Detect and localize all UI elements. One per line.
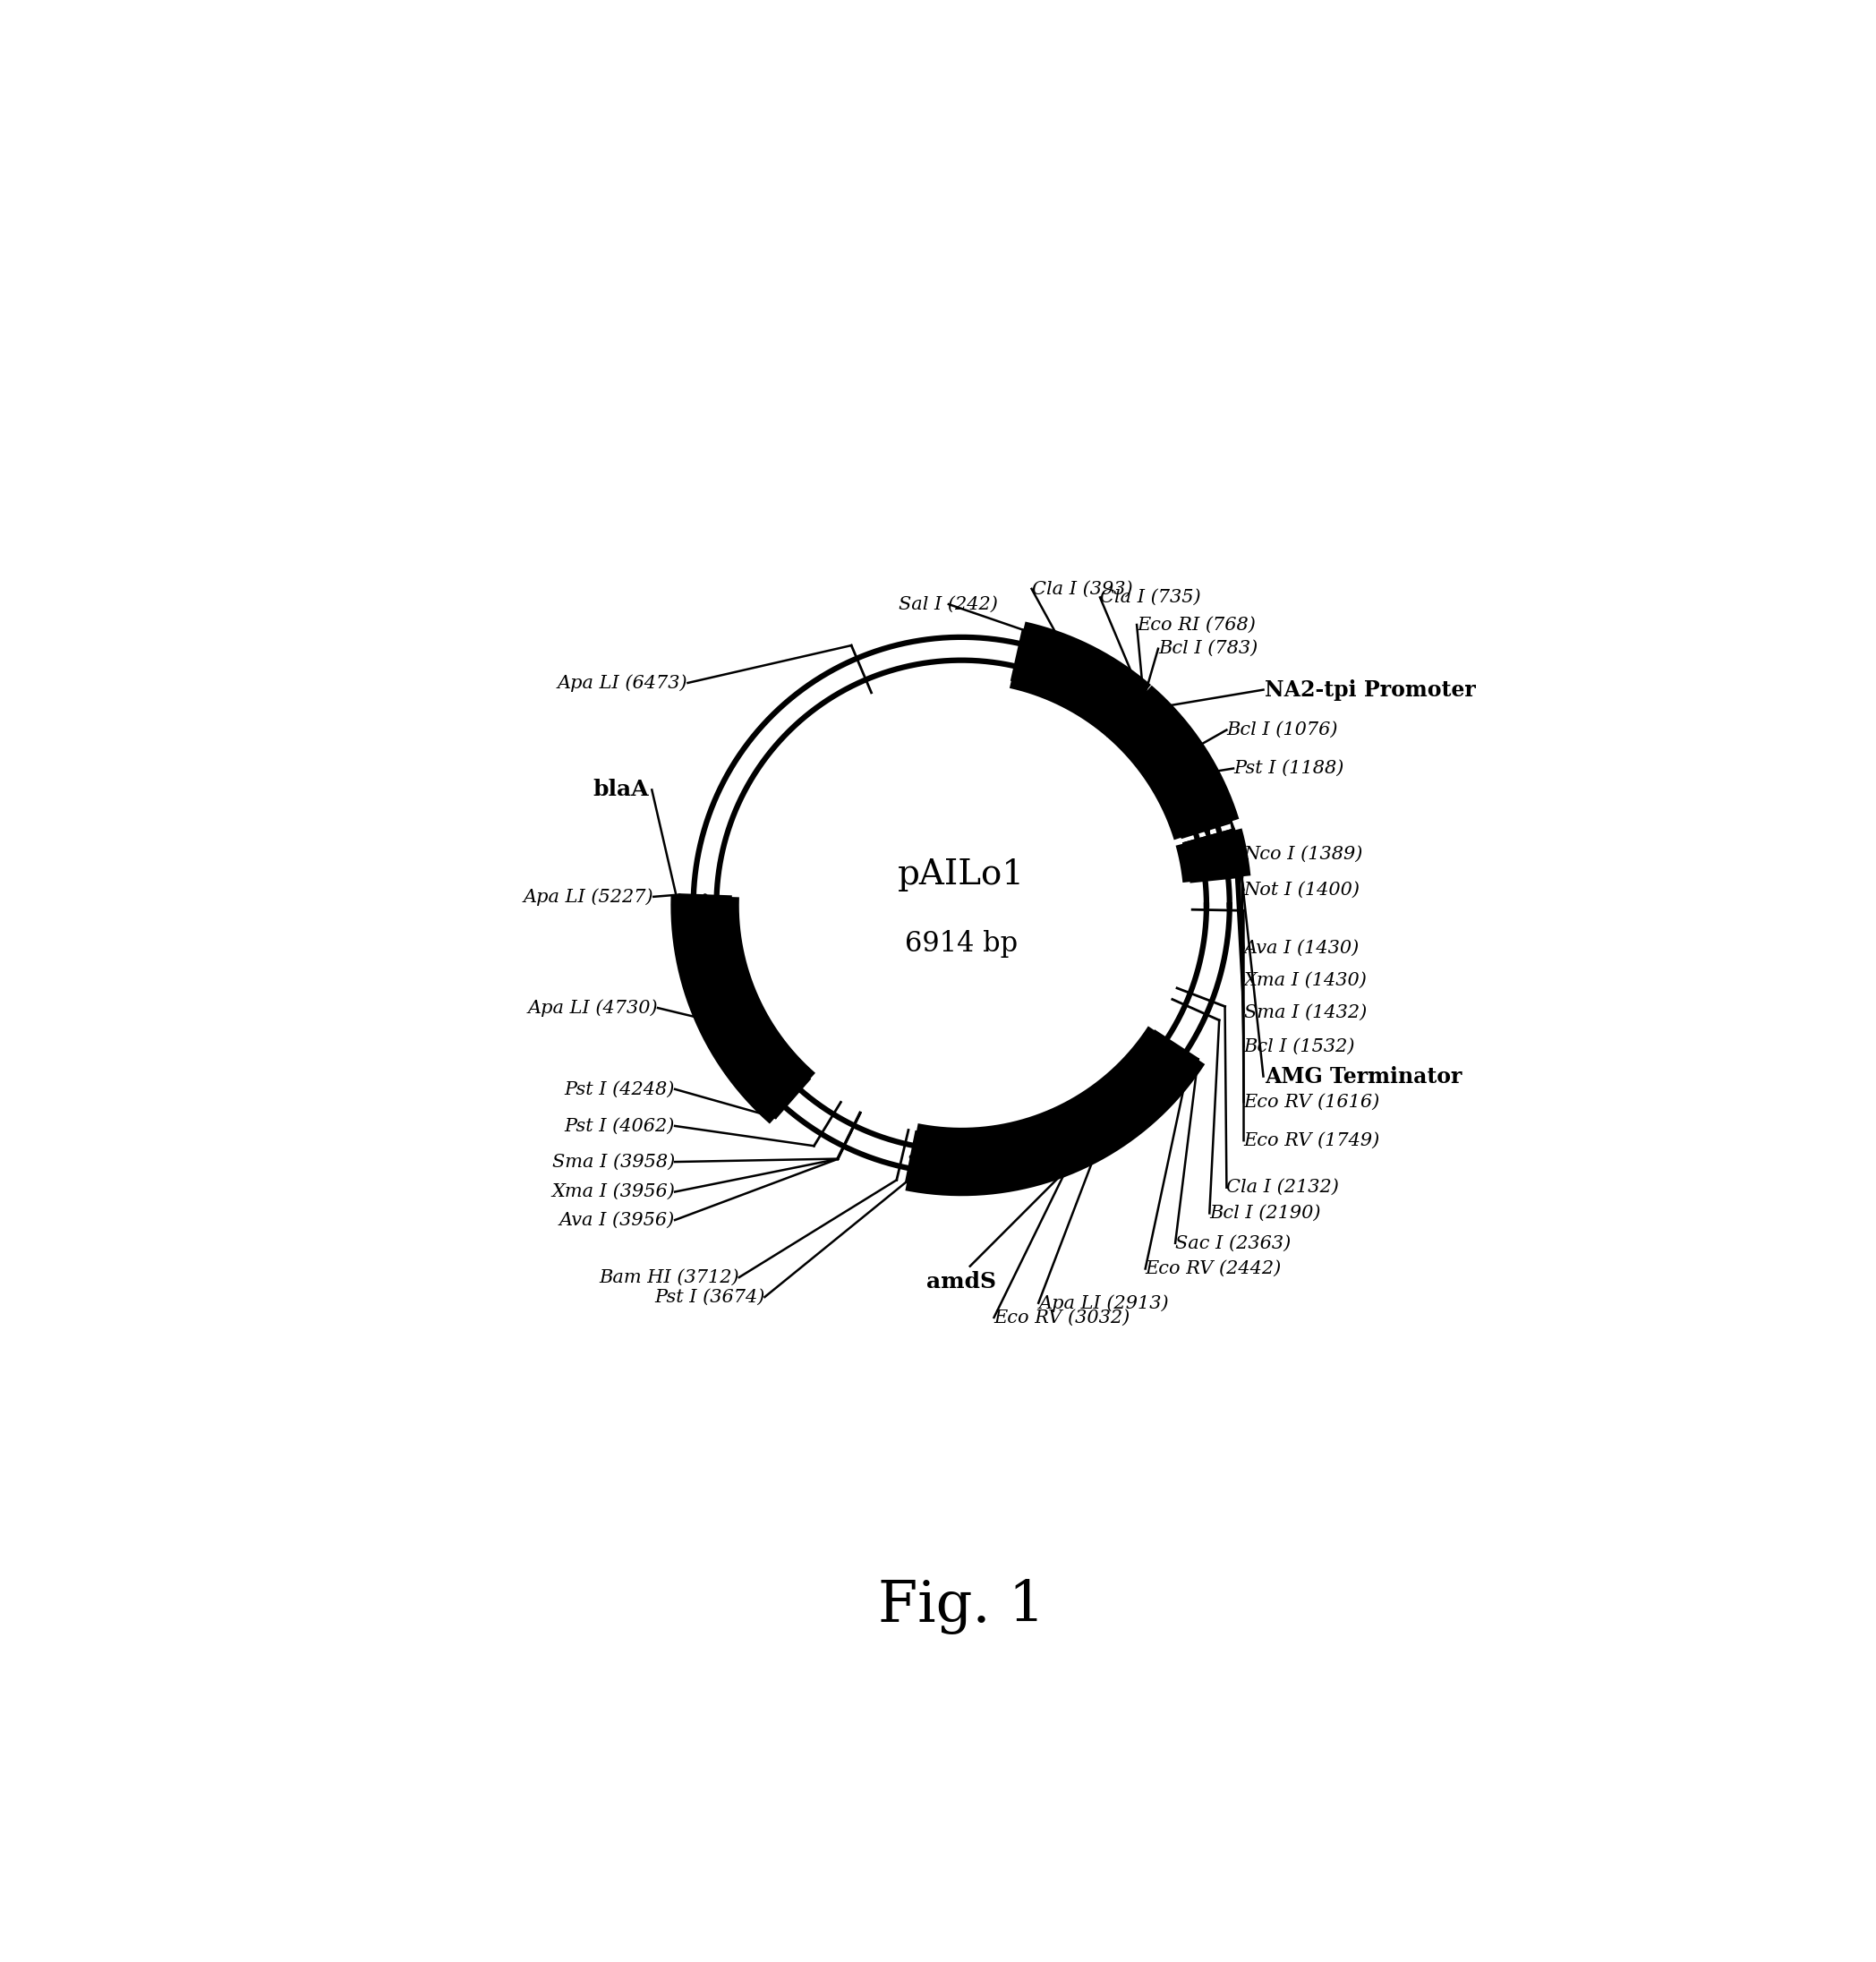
Text: Apa LI (4730): Apa LI (4730)	[527, 999, 658, 1016]
Text: blaA: blaA	[593, 779, 649, 800]
Text: Nco I (1389): Nco I (1389)	[1244, 846, 1364, 863]
Text: Cla I (2132): Cla I (2132)	[1227, 1179, 1339, 1197]
Text: AMG Terminator: AMG Terminator	[1264, 1065, 1461, 1087]
Text: Sma I (1432): Sma I (1432)	[1244, 1005, 1366, 1020]
Text: Bcl I (783): Bcl I (783)	[1157, 640, 1257, 657]
Text: Bam HI (3712): Bam HI (3712)	[598, 1269, 739, 1285]
Text: amdS: amdS	[927, 1271, 996, 1293]
Text: pAILo1: pAILo1	[899, 859, 1024, 893]
Text: Ava I (1430): Ava I (1430)	[1244, 940, 1360, 957]
Text: Eco RV (2442): Eco RV (2442)	[1146, 1260, 1281, 1277]
Text: Not I (1400): Not I (1400)	[1244, 881, 1360, 899]
Text: NA2-tpi Promoter: NA2-tpi Promoter	[1264, 679, 1476, 700]
Text: Xma I (1430): Xma I (1430)	[1244, 971, 1368, 989]
Text: Fig. 1: Fig. 1	[878, 1579, 1045, 1634]
Text: Sma I (3958): Sma I (3958)	[552, 1154, 675, 1171]
Text: Eco RV (1616): Eco RV (1616)	[1244, 1093, 1381, 1110]
Text: Ava I (3956): Ava I (3956)	[559, 1211, 675, 1228]
Text: Pst I (3674): Pst I (3674)	[655, 1289, 765, 1305]
Text: Cla I (735): Cla I (735)	[1099, 589, 1201, 606]
Text: Pst I (1188): Pst I (1188)	[1233, 759, 1343, 777]
Text: Apa LI (2913): Apa LI (2913)	[1039, 1295, 1169, 1313]
Text: Bcl I (2190): Bcl I (2190)	[1210, 1205, 1321, 1222]
Text: Bcl I (1532): Bcl I (1532)	[1244, 1038, 1354, 1056]
Text: Apa LI (6473): Apa LI (6473)	[557, 675, 688, 693]
Text: Eco RV (1749): Eco RV (1749)	[1244, 1132, 1381, 1150]
Text: Xma I (3956): Xma I (3956)	[552, 1183, 675, 1201]
Text: Eco RI (768): Eco RI (768)	[1137, 616, 1255, 634]
Text: Apa LI (5227): Apa LI (5227)	[523, 889, 653, 906]
Text: Bcl I (1076): Bcl I (1076)	[1227, 722, 1338, 738]
Text: Cla I (393): Cla I (393)	[1032, 581, 1133, 596]
Text: Sal I (242): Sal I (242)	[899, 596, 998, 612]
Text: Pst I (4062): Pst I (4062)	[565, 1118, 675, 1134]
Text: Eco RV (3032): Eco RV (3032)	[994, 1309, 1129, 1326]
Text: Pst I (4248): Pst I (4248)	[565, 1081, 675, 1097]
Text: Sac I (2363): Sac I (2363)	[1174, 1234, 1291, 1252]
Text: 6914 bp: 6914 bp	[904, 930, 1019, 957]
